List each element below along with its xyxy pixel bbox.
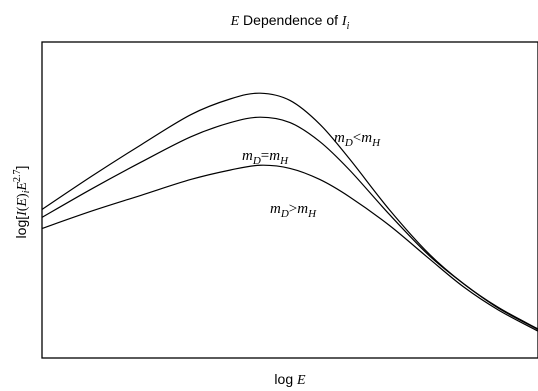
y-axis-label: log[I(E)iE2.7] — [12, 166, 32, 239]
series-label-md-lt-mh: mD<mH — [334, 130, 381, 149]
x-axis-label: log E — [274, 371, 306, 388]
series-line-md-eq-mh — [41, 116, 538, 331]
series-label-md-gt-mh: mD>mH — [270, 201, 317, 220]
series-label-md-eq-mh: mD=mH — [242, 148, 289, 167]
plot-frame — [41, 41, 538, 359]
chart-title: E Dependence of Ii — [230, 12, 350, 32]
series-lines — [41, 92, 538, 332]
series-line-md-gt-mh — [41, 164, 538, 332]
